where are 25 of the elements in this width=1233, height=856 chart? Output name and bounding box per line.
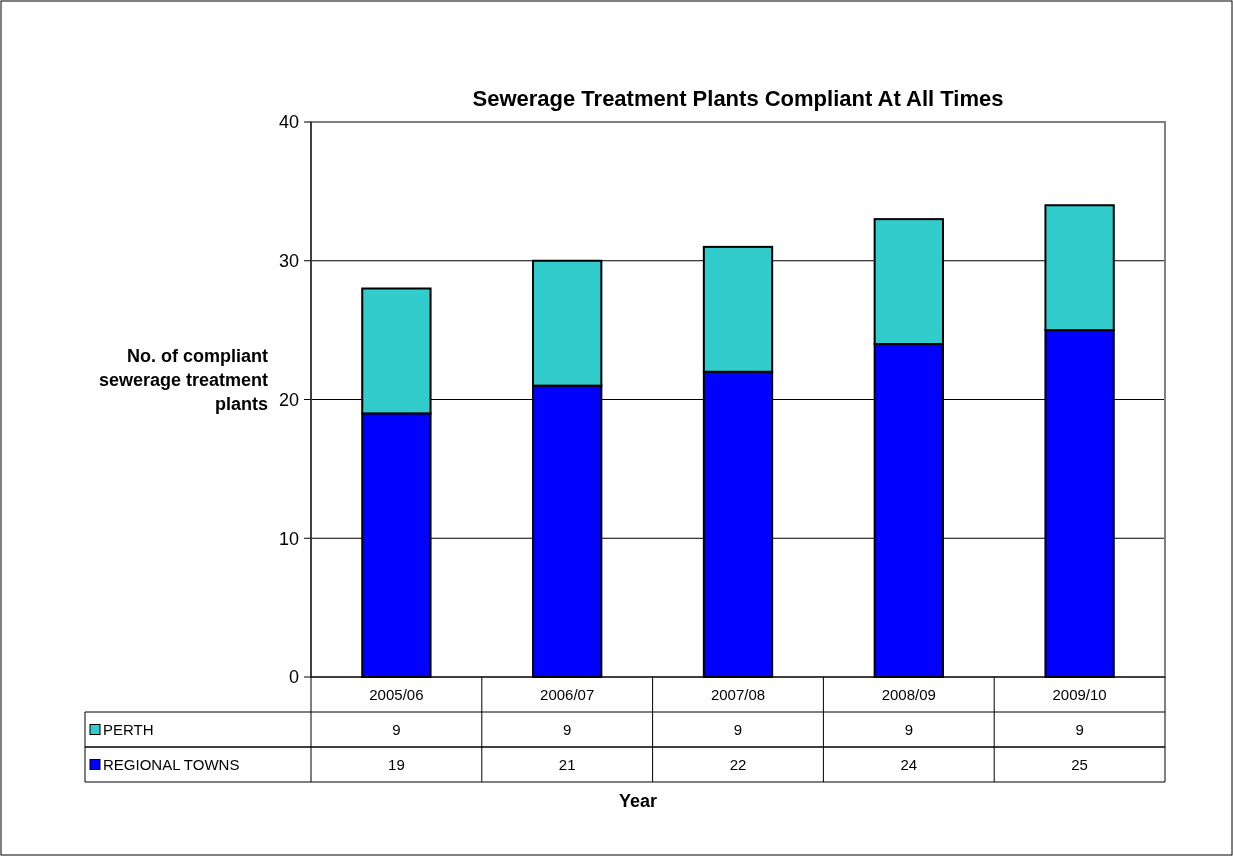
y-tick-label: 20 — [278, 389, 299, 410]
y-axis-title: No. of compliant sewerage treatment plants — [98, 346, 268, 414]
data-label: 21 — [558, 755, 576, 773]
data-label: 19 — [388, 755, 405, 773]
data-label: 25 — [1071, 755, 1088, 773]
x-tick-label: 2006/07 — [540, 685, 595, 703]
data-label: 22 — [729, 755, 747, 773]
data-label: 9 — [1075, 720, 1084, 738]
data-label: 24 — [900, 755, 918, 773]
chart-title: Sewerage Treatment Plants Compliant At All Times — [472, 86, 1004, 111]
y-tick-label: 0 — [288, 667, 299, 688]
data-label: 9 — [392, 720, 401, 738]
x-tick-label: 2007/08 — [710, 685, 766, 703]
x-tick-label: 2008/09 — [881, 685, 936, 703]
legend-label: REGIONAL TOWNS — [103, 755, 240, 773]
data-label: 9 — [563, 720, 572, 738]
y-tick-label: 40 — [278, 112, 299, 133]
x-tick-label: 2005/06 — [369, 685, 424, 703]
data-label: 9 — [904, 720, 913, 738]
y-tick-label: 30 — [278, 251, 299, 272]
x-axis-title: Year — [618, 791, 658, 811]
legend-label: PERTH — [103, 720, 154, 738]
data-label: 9 — [733, 720, 743, 738]
x-tick-label: 2009/10 — [1052, 685, 1107, 703]
y-tick-label: 10 — [278, 528, 299, 549]
